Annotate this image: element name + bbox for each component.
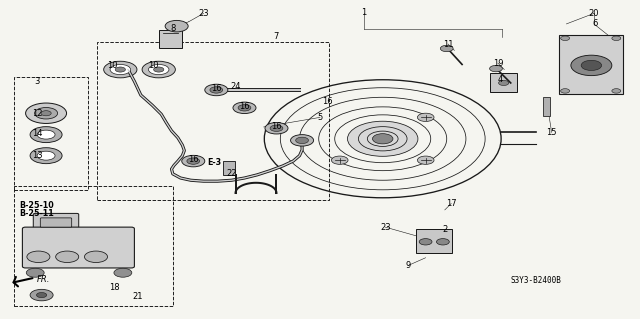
Text: 9: 9 (406, 261, 411, 270)
Circle shape (30, 148, 62, 164)
Bar (14, 186, 173, 306)
FancyBboxPatch shape (559, 35, 623, 94)
Circle shape (612, 89, 621, 93)
Circle shape (612, 36, 621, 41)
Circle shape (571, 55, 612, 76)
Text: 20: 20 (589, 9, 599, 18)
Text: 11: 11 (443, 40, 453, 48)
Circle shape (37, 151, 55, 160)
Text: 2: 2 (442, 225, 447, 234)
Text: 4: 4 (498, 75, 503, 84)
Circle shape (27, 251, 50, 263)
Circle shape (210, 87, 223, 93)
Text: 17: 17 (446, 199, 456, 208)
Text: 3: 3 (35, 77, 40, 86)
Text: 10: 10 (148, 61, 159, 70)
Circle shape (41, 111, 51, 116)
Text: 23: 23 (380, 223, 390, 232)
Text: 16: 16 (239, 102, 250, 111)
Circle shape (372, 134, 393, 144)
Circle shape (233, 102, 256, 114)
Circle shape (561, 89, 570, 93)
Circle shape (265, 122, 288, 134)
Text: 24: 24 (230, 82, 241, 91)
Text: 16: 16 (323, 97, 333, 106)
Circle shape (142, 61, 175, 78)
Text: 22: 22 (227, 169, 237, 178)
Text: 13: 13 (32, 151, 42, 160)
Circle shape (291, 135, 314, 146)
FancyBboxPatch shape (223, 161, 235, 175)
Text: 21: 21 (132, 292, 143, 300)
Circle shape (417, 156, 434, 164)
FancyBboxPatch shape (40, 218, 72, 227)
Circle shape (182, 155, 205, 167)
Circle shape (561, 36, 570, 41)
Circle shape (148, 64, 169, 75)
Circle shape (238, 105, 251, 111)
Circle shape (367, 131, 398, 146)
Text: B-25-10: B-25-10 (19, 201, 54, 210)
Circle shape (296, 137, 308, 144)
Circle shape (26, 103, 67, 123)
Circle shape (270, 125, 283, 131)
Circle shape (26, 268, 44, 277)
Circle shape (35, 108, 58, 119)
Circle shape (205, 84, 228, 96)
Bar (97, 42, 329, 200)
Circle shape (56, 251, 79, 263)
Circle shape (358, 127, 407, 151)
Circle shape (114, 268, 132, 277)
Text: 5: 5 (317, 113, 323, 122)
Circle shape (104, 61, 137, 78)
Text: 6: 6 (593, 19, 598, 28)
Text: 15: 15 (547, 128, 557, 137)
Circle shape (348, 121, 418, 156)
Text: 10: 10 (107, 61, 117, 70)
Bar (14, 77, 88, 190)
Text: 16: 16 (211, 84, 221, 93)
Circle shape (436, 239, 449, 245)
Text: 7: 7 (274, 32, 279, 41)
FancyBboxPatch shape (490, 73, 517, 92)
Text: E-3: E-3 (207, 158, 221, 167)
Text: 14: 14 (32, 129, 42, 138)
Circle shape (84, 251, 108, 263)
Circle shape (499, 80, 509, 85)
Circle shape (440, 45, 453, 52)
Text: 12: 12 (32, 109, 42, 118)
Circle shape (110, 64, 131, 75)
FancyBboxPatch shape (33, 213, 79, 231)
Circle shape (115, 67, 125, 72)
Text: 16: 16 (188, 155, 198, 164)
FancyBboxPatch shape (22, 227, 134, 268)
Circle shape (581, 60, 602, 70)
Circle shape (332, 156, 348, 164)
Circle shape (187, 158, 200, 164)
Text: 16: 16 (271, 122, 282, 131)
FancyBboxPatch shape (543, 97, 550, 116)
Circle shape (30, 127, 62, 143)
Text: 18: 18 (109, 283, 119, 292)
Text: FR.: FR. (37, 275, 51, 284)
Text: B-25-11: B-25-11 (19, 209, 54, 218)
FancyBboxPatch shape (159, 30, 182, 48)
Text: 19: 19 (493, 59, 503, 68)
Circle shape (417, 113, 434, 122)
Circle shape (165, 20, 188, 32)
FancyBboxPatch shape (416, 229, 452, 253)
Circle shape (419, 239, 432, 245)
Circle shape (490, 65, 502, 72)
Text: S3Y3-B2400B: S3Y3-B2400B (511, 276, 561, 285)
Circle shape (154, 67, 164, 72)
Circle shape (36, 293, 47, 298)
Circle shape (37, 130, 55, 139)
Circle shape (30, 289, 53, 301)
Text: 23: 23 (198, 9, 209, 18)
Text: 1: 1 (361, 8, 366, 17)
Text: 8: 8 (170, 24, 175, 33)
